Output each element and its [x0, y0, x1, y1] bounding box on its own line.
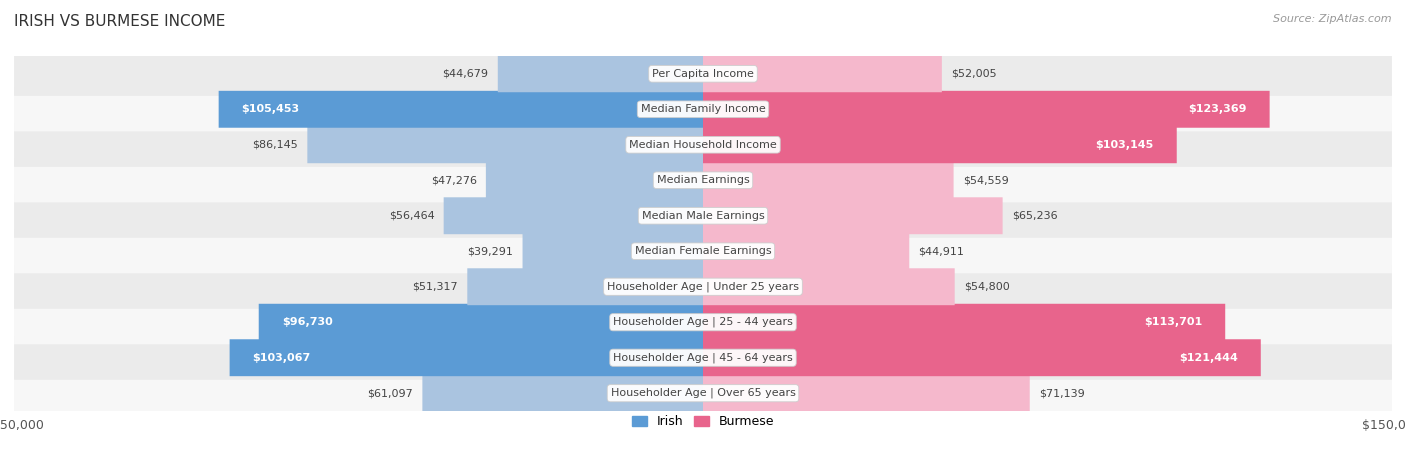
- Text: Median Earnings: Median Earnings: [657, 175, 749, 185]
- FancyBboxPatch shape: [14, 158, 1392, 202]
- FancyBboxPatch shape: [498, 55, 703, 92]
- Text: $71,139: $71,139: [1039, 388, 1084, 398]
- Text: Median Female Earnings: Median Female Earnings: [634, 246, 772, 256]
- FancyBboxPatch shape: [703, 91, 1270, 128]
- FancyBboxPatch shape: [703, 339, 1261, 376]
- Text: $123,369: $123,369: [1188, 104, 1247, 114]
- Text: $96,730: $96,730: [281, 317, 332, 327]
- Text: $56,464: $56,464: [388, 211, 434, 221]
- FancyBboxPatch shape: [14, 52, 1392, 96]
- Text: $103,067: $103,067: [253, 353, 311, 363]
- Text: $103,145: $103,145: [1095, 140, 1154, 150]
- FancyBboxPatch shape: [14, 265, 1392, 309]
- Text: IRISH VS BURMESE INCOME: IRISH VS BURMESE INCOME: [14, 14, 225, 29]
- Text: Householder Age | 25 - 44 years: Householder Age | 25 - 44 years: [613, 317, 793, 327]
- Text: $54,559: $54,559: [963, 175, 1008, 185]
- Text: $105,453: $105,453: [242, 104, 299, 114]
- FancyBboxPatch shape: [703, 55, 942, 92]
- FancyBboxPatch shape: [703, 268, 955, 305]
- FancyBboxPatch shape: [703, 375, 1029, 412]
- FancyBboxPatch shape: [14, 194, 1392, 238]
- FancyBboxPatch shape: [14, 123, 1392, 167]
- Text: $47,276: $47,276: [430, 175, 477, 185]
- FancyBboxPatch shape: [703, 233, 910, 270]
- Text: $39,291: $39,291: [467, 246, 513, 256]
- Text: Householder Age | 45 - 64 years: Householder Age | 45 - 64 years: [613, 353, 793, 363]
- Text: $61,097: $61,097: [367, 388, 413, 398]
- Text: Median Family Income: Median Family Income: [641, 104, 765, 114]
- Text: Median Household Income: Median Household Income: [628, 140, 778, 150]
- Text: $121,444: $121,444: [1180, 353, 1237, 363]
- FancyBboxPatch shape: [523, 233, 703, 270]
- FancyBboxPatch shape: [14, 300, 1392, 344]
- FancyBboxPatch shape: [219, 91, 703, 128]
- FancyBboxPatch shape: [467, 268, 703, 305]
- FancyBboxPatch shape: [422, 375, 703, 412]
- Text: Median Male Earnings: Median Male Earnings: [641, 211, 765, 221]
- FancyBboxPatch shape: [308, 126, 703, 163]
- FancyBboxPatch shape: [259, 304, 703, 341]
- FancyBboxPatch shape: [14, 229, 1392, 273]
- FancyBboxPatch shape: [229, 339, 703, 376]
- Text: Householder Age | Over 65 years: Householder Age | Over 65 years: [610, 388, 796, 398]
- Text: $113,701: $113,701: [1144, 317, 1202, 327]
- Legend: Irish, Burmese: Irish, Burmese: [627, 410, 779, 433]
- FancyBboxPatch shape: [703, 304, 1225, 341]
- Text: $44,911: $44,911: [918, 246, 965, 256]
- FancyBboxPatch shape: [444, 197, 703, 234]
- FancyBboxPatch shape: [703, 197, 1002, 234]
- Text: Per Capita Income: Per Capita Income: [652, 69, 754, 79]
- Text: $54,800: $54,800: [965, 282, 1010, 292]
- FancyBboxPatch shape: [14, 336, 1392, 380]
- Text: $51,317: $51,317: [412, 282, 458, 292]
- FancyBboxPatch shape: [14, 87, 1392, 131]
- Text: $86,145: $86,145: [253, 140, 298, 150]
- Text: Householder Age | Under 25 years: Householder Age | Under 25 years: [607, 282, 799, 292]
- FancyBboxPatch shape: [486, 162, 703, 199]
- Text: $52,005: $52,005: [950, 69, 997, 79]
- FancyBboxPatch shape: [703, 162, 953, 199]
- Text: Source: ZipAtlas.com: Source: ZipAtlas.com: [1274, 14, 1392, 24]
- Text: $65,236: $65,236: [1012, 211, 1057, 221]
- FancyBboxPatch shape: [703, 126, 1177, 163]
- FancyBboxPatch shape: [14, 371, 1392, 415]
- Text: $44,679: $44,679: [443, 69, 489, 79]
